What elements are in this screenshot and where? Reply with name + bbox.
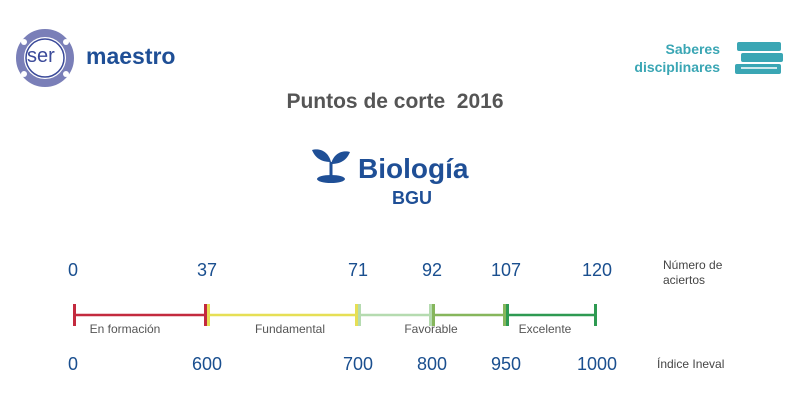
aciertos-label: Número de aciertos: [663, 258, 723, 287]
aciertos-value: 92: [421, 260, 443, 280]
level: BGU: [392, 188, 432, 208]
ineval-value: 700: [342, 354, 374, 374]
subject: Biología: [358, 153, 469, 184]
segment-label: Excelente: [518, 322, 572, 336]
badge-line: disciplinares: [634, 59, 720, 75]
ineval-value: 600: [191, 354, 223, 374]
aciertos-value: 0: [67, 260, 79, 280]
ineval-value: 800: [416, 354, 448, 374]
aciertos-value: 107: [490, 260, 522, 280]
aciertos-value: 71: [347, 260, 369, 280]
ineval-label: Índice Ineval: [657, 357, 725, 371]
badge: Saberes disciplinares: [634, 40, 720, 76]
segment-label: Fundamental: [254, 322, 326, 336]
title: Puntos de corte 2016: [286, 90, 504, 113]
aciertos-value: 120: [581, 260, 613, 280]
segment-label: Favorable: [404, 322, 458, 336]
segment-label: En formación: [89, 322, 161, 336]
logo-ring: [16, 29, 74, 87]
ineval-value: 950: [490, 354, 522, 374]
badge-line: Saberes: [665, 41, 720, 57]
ineval-value: 0: [67, 354, 79, 374]
logo-brand: maestro: [86, 43, 176, 69]
logo-ser: ser: [27, 45, 55, 67]
scale-bar: [73, 304, 597, 326]
plant-icon: [312, 149, 350, 183]
ineval-value: 1000: [576, 354, 618, 374]
aciertos-value: 37: [196, 260, 218, 280]
books-icon: [735, 42, 783, 74]
